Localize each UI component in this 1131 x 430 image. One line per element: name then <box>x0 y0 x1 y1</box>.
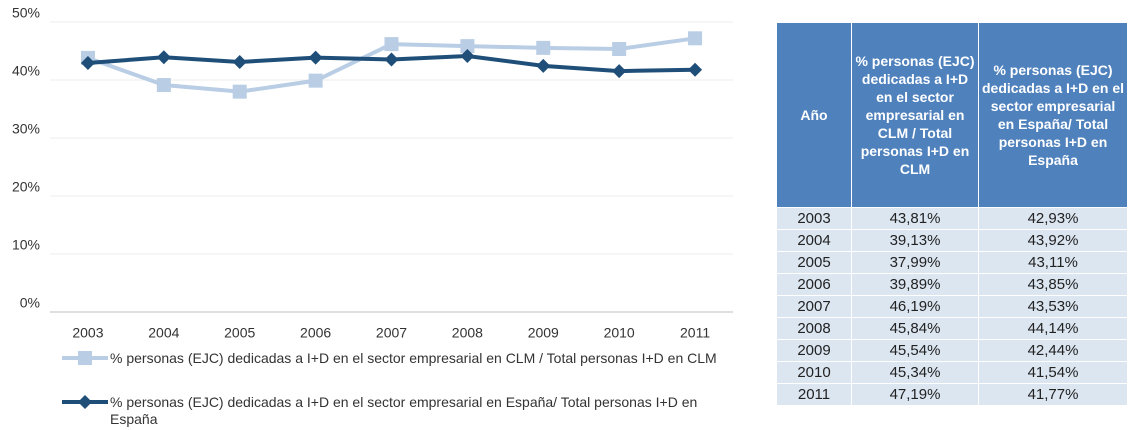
table-cell: 47,19% <box>851 383 979 406</box>
marker <box>78 351 92 365</box>
table-row: 2007 46,19% 43,53% <box>776 295 1128 318</box>
x-tick-label: 2010 <box>604 325 635 340</box>
table-row: 2010 45,34% 41,54% <box>776 361 1128 384</box>
table-cell: 2008 <box>776 317 852 340</box>
chart: 0% 10% 20% 30% 40% 50% 2003 2004 2005 2006 2007 200… <box>12 5 733 340</box>
table-cell: 37,99% <box>851 251 979 274</box>
table-cell: 46,19% <box>851 295 979 318</box>
marker <box>308 50 323 65</box>
table-cell: 2010 <box>776 361 852 384</box>
legend-marker <box>62 351 108 365</box>
table-cell: 43,11% <box>978 251 1128 274</box>
legend-marker <box>62 395 108 409</box>
marker <box>80 56 95 71</box>
table-row: 2003 43,81% 42,93% <box>776 207 1128 230</box>
y-tick-label: 50% <box>12 5 40 21</box>
x-tick-label: 2005 <box>224 325 255 340</box>
y-tick-label: 30% <box>12 121 40 137</box>
table-cell: 42,44% <box>978 339 1128 362</box>
x-tick-label: 2009 <box>528 325 559 340</box>
x-tick-label: 2007 <box>376 325 407 340</box>
marker <box>460 48 475 63</box>
legend-label: % personas (EJC) dedicadas a I+D en el s… <box>110 350 717 366</box>
table-row: 2008 45,84% 44,14% <box>776 317 1128 340</box>
table-cell: 45,34% <box>851 361 979 384</box>
table-row: 2009 45,54% 42,44% <box>776 339 1128 362</box>
table-cell: 2009 <box>776 339 852 362</box>
table-cell: 43,92% <box>978 229 1128 252</box>
marker <box>308 73 323 88</box>
table-row: 2011 47,19% 41,77% <box>776 383 1128 406</box>
table-cell: 2006 <box>776 273 852 296</box>
marker <box>612 64 627 79</box>
marker <box>688 62 703 77</box>
table-cell: 43,85% <box>978 273 1128 296</box>
table-cell: 39,13% <box>851 229 979 252</box>
y-tick-label: 0% <box>20 295 40 311</box>
marker <box>536 58 551 73</box>
table-cell: 43,81% <box>851 207 979 230</box>
table-cell: 45,54% <box>851 339 979 362</box>
table-cell: 45,84% <box>851 317 979 340</box>
marker <box>156 78 171 93</box>
x-tick-label: 2008 <box>452 325 483 340</box>
table-cell: 41,54% <box>978 361 1128 384</box>
data-table: Año% personas (EJC) dedicadas a I+D en e… <box>776 22 1128 406</box>
table-row: 2004 39,13% 43,92% <box>776 229 1128 252</box>
table-cell: 39,89% <box>851 273 979 296</box>
table-cell: 2003 <box>776 207 852 230</box>
marker <box>536 40 551 55</box>
x-tick-label: 2006 <box>300 325 331 340</box>
legend-label: % personas (EJC) dedicadas a I+D en el s… <box>110 394 698 427</box>
table-cell: 41,77% <box>978 383 1128 406</box>
table-row: 2005 37,99% 43,11% <box>776 251 1128 274</box>
table-cell: 2004 <box>776 229 852 252</box>
x-tick-label: 2011 <box>680 325 710 340</box>
x-tick-label: 2003 <box>72 325 103 340</box>
marker <box>460 39 475 54</box>
header-cell: Año <box>776 22 852 208</box>
marker <box>384 52 399 67</box>
table-cell: 44,14% <box>978 317 1128 340</box>
y-tick-label: 20% <box>12 179 40 195</box>
header-cell: % personas (EJC) dedicadas a I+D en el s… <box>978 22 1128 208</box>
table-cell: 42,93% <box>978 207 1128 230</box>
x-tick-label: 2004 <box>148 325 179 340</box>
marker <box>156 50 171 65</box>
y-tick-label: 40% <box>12 63 40 79</box>
marker <box>688 31 703 46</box>
marker <box>232 54 247 69</box>
marker <box>384 37 399 52</box>
table-cell: 2011 <box>776 383 852 406</box>
legend-item: % personas (EJC) dedicadas a I+D en el s… <box>60 394 730 428</box>
y-tick-label: 10% <box>12 237 40 253</box>
table-cell: 43,53% <box>978 295 1128 318</box>
table-cell: 2005 <box>776 251 852 274</box>
marker <box>612 42 627 57</box>
header-row: Año% personas (EJC) dedicadas a I+D en e… <box>776 22 1128 208</box>
marker <box>232 84 247 99</box>
table-cell: 2007 <box>776 295 852 318</box>
marker <box>78 395 92 409</box>
header-cell: % personas (EJC) dedicadas a I+D en el s… <box>851 22 979 208</box>
table-row: 2006 39,89% 43,85% <box>776 273 1128 296</box>
legend-item: % personas (EJC) dedicadas a I+D en el s… <box>60 350 730 367</box>
